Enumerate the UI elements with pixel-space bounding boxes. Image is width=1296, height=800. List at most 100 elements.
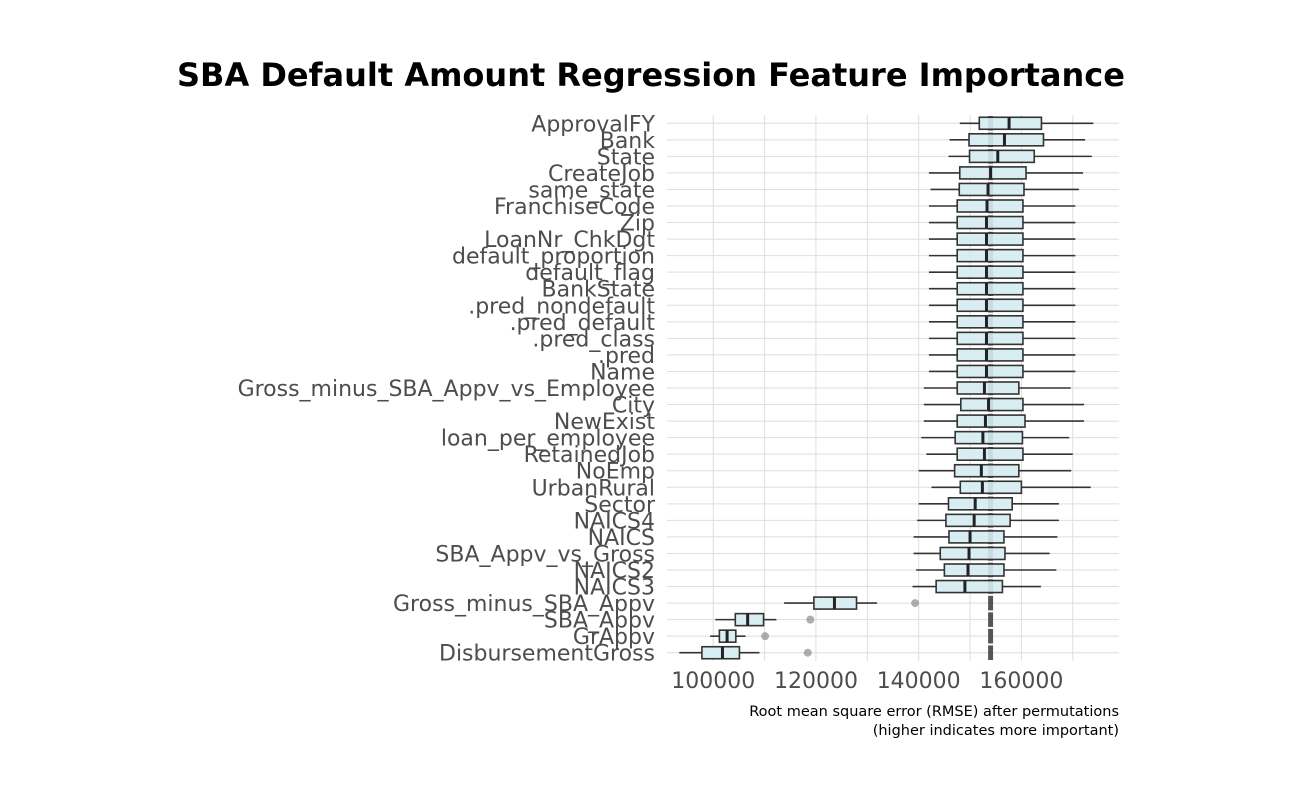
box-NAICS3 xyxy=(912,579,1041,594)
box-ApprovalFY xyxy=(959,116,1094,131)
box-SBA_Appv xyxy=(715,612,815,627)
y-label-Zip: Zip xyxy=(620,212,655,237)
x-axis-label-line-1: Root mean square error (RMSE) after perm… xyxy=(749,704,1119,720)
iqr-box xyxy=(959,480,1023,495)
box-GrAppv xyxy=(710,629,770,643)
iqr-box xyxy=(956,331,1024,346)
box-State xyxy=(948,149,1092,164)
iqr-box xyxy=(956,315,1024,329)
y-label-DisbursementGross: DisbursementGross xyxy=(439,642,655,667)
x-tick-label: 160000 xyxy=(979,669,1063,694)
y-label-NAICS4: NAICS4 xyxy=(574,509,655,534)
y-label-loan_per_employee: loan_per_employee xyxy=(441,427,655,452)
y-label-CreateJob: CreateJob xyxy=(548,162,655,187)
y-label-SBA_Appv: SBA_Appv xyxy=(544,609,655,634)
x-tick-label: 120000 xyxy=(774,669,858,694)
x-tick-label: 140000 xyxy=(877,669,961,694)
iqr-box xyxy=(734,612,765,627)
box-Zip xyxy=(928,215,1076,230)
y-label-NAICS: NAICS xyxy=(588,526,655,551)
box-NewExist xyxy=(923,414,1085,428)
box-NAICS2 xyxy=(916,563,1057,577)
iqr-box xyxy=(935,579,1004,594)
iqr-box xyxy=(956,232,1024,246)
iqr-box xyxy=(968,133,1045,147)
box-City xyxy=(923,397,1085,412)
y-label-FranchiseCode: FranchiseCode xyxy=(494,195,655,220)
box-default_proportion xyxy=(928,248,1076,263)
y-label-Gross_minus_SBA_Appv: Gross_minus_SBA_Appv xyxy=(393,592,655,617)
iqr-box xyxy=(956,199,1024,213)
y-label-Sector: Sector xyxy=(584,493,656,518)
outlier-point xyxy=(803,648,812,657)
y-label-.pred_class: .pred_class xyxy=(532,327,655,352)
iqr-box xyxy=(956,298,1024,313)
iqr-box xyxy=(956,265,1024,279)
box-Gross_minus_SBA_Appv_vs_Employee xyxy=(923,381,1071,395)
iqr-box xyxy=(956,281,1024,296)
box-.pred_class xyxy=(928,331,1076,346)
y-label-NoEmp: NoEmp xyxy=(576,460,655,485)
iqr-box xyxy=(956,215,1024,230)
iqr-box xyxy=(948,530,1005,544)
iqr-box xyxy=(956,364,1024,379)
y-label-default_proportion: default_proportion xyxy=(452,245,655,270)
y-label-BankState: BankState xyxy=(542,278,656,303)
box-Name xyxy=(928,364,1076,379)
y-label-State: State xyxy=(597,145,655,170)
y-label-ApprovalFY: ApprovalFY xyxy=(531,112,655,137)
y-label-.pred_default: .pred_default xyxy=(510,311,656,336)
x-axis-ticks: 100000 120000 140000 160000 xyxy=(671,669,1063,694)
y-label-.pred: .pred xyxy=(598,344,655,369)
box-Sector xyxy=(918,497,1059,511)
y-label-RetainedJob: RetainedJob xyxy=(524,443,655,468)
box-UrbanRural xyxy=(931,480,1091,495)
box-NAICS xyxy=(913,530,1058,544)
iqr-box xyxy=(956,381,1020,395)
y-axis-labels: ApprovalFYBankStateCreateJobsame_stateFr… xyxy=(238,112,656,666)
y-label-NewExist: NewExist xyxy=(554,410,655,435)
outlier-point xyxy=(761,632,770,641)
iqr-box xyxy=(939,546,1006,561)
y-label-LoanNr_ChkDgt: LoanNr_ChkDgt xyxy=(484,228,655,253)
iqr-box xyxy=(958,166,1027,180)
box-BankState xyxy=(928,281,1076,296)
box-.pred xyxy=(928,348,1076,362)
iqr-box xyxy=(956,447,1024,461)
outlier-point xyxy=(806,615,815,624)
y-label-.pred_nondefault: .pred_nondefault xyxy=(468,294,655,319)
box-CreateJob xyxy=(928,166,1084,180)
y-label-default_flag: default_flag xyxy=(525,261,655,286)
iqr-box xyxy=(956,348,1024,362)
iqr-box xyxy=(954,430,1024,445)
iqr-box xyxy=(947,497,1013,511)
y-label-NAICS3: NAICS3 xyxy=(574,576,655,601)
outlier-point xyxy=(911,599,920,608)
iqr-box xyxy=(943,563,1005,577)
iqr-box xyxy=(701,645,741,660)
iqr-box xyxy=(958,182,1025,197)
y-label-NAICS2: NAICS2 xyxy=(574,559,655,584)
y-label-UrbanRural: UrbanRural xyxy=(532,476,655,501)
iqr-box xyxy=(953,463,1020,478)
box-FranchiseCode xyxy=(928,199,1076,213)
y-label-same_state: same_state xyxy=(528,178,655,203)
iqr-box xyxy=(956,414,1026,428)
iqr-box xyxy=(945,513,1011,528)
box-SBA_Appv_vs_Gross xyxy=(913,546,1050,561)
box-Gross_minus_SBA_Appv xyxy=(784,596,920,610)
x-axis-label-line-2: (higher indicates more important) xyxy=(873,723,1119,739)
chart-title: SBA Default Amount Regression Feature Im… xyxy=(177,56,1125,94)
box-loan_per_employee xyxy=(921,430,1070,445)
box-DisbursementGross xyxy=(679,645,812,660)
y-label-City: City xyxy=(612,394,655,419)
x-tick-label: 100000 xyxy=(671,669,755,694)
box-NoEmp xyxy=(918,463,1072,478)
y-label-Bank: Bank xyxy=(600,129,656,154)
box-.pred_nondefault xyxy=(928,298,1076,313)
box-NAICS4 xyxy=(917,513,1059,528)
y-label-Gross_minus_SBA_Appv_vs_Employee: Gross_minus_SBA_Appv_vs_Employee xyxy=(238,377,655,402)
box-default_flag xyxy=(928,265,1076,279)
box-LoanNr_ChkDgt xyxy=(928,232,1076,246)
